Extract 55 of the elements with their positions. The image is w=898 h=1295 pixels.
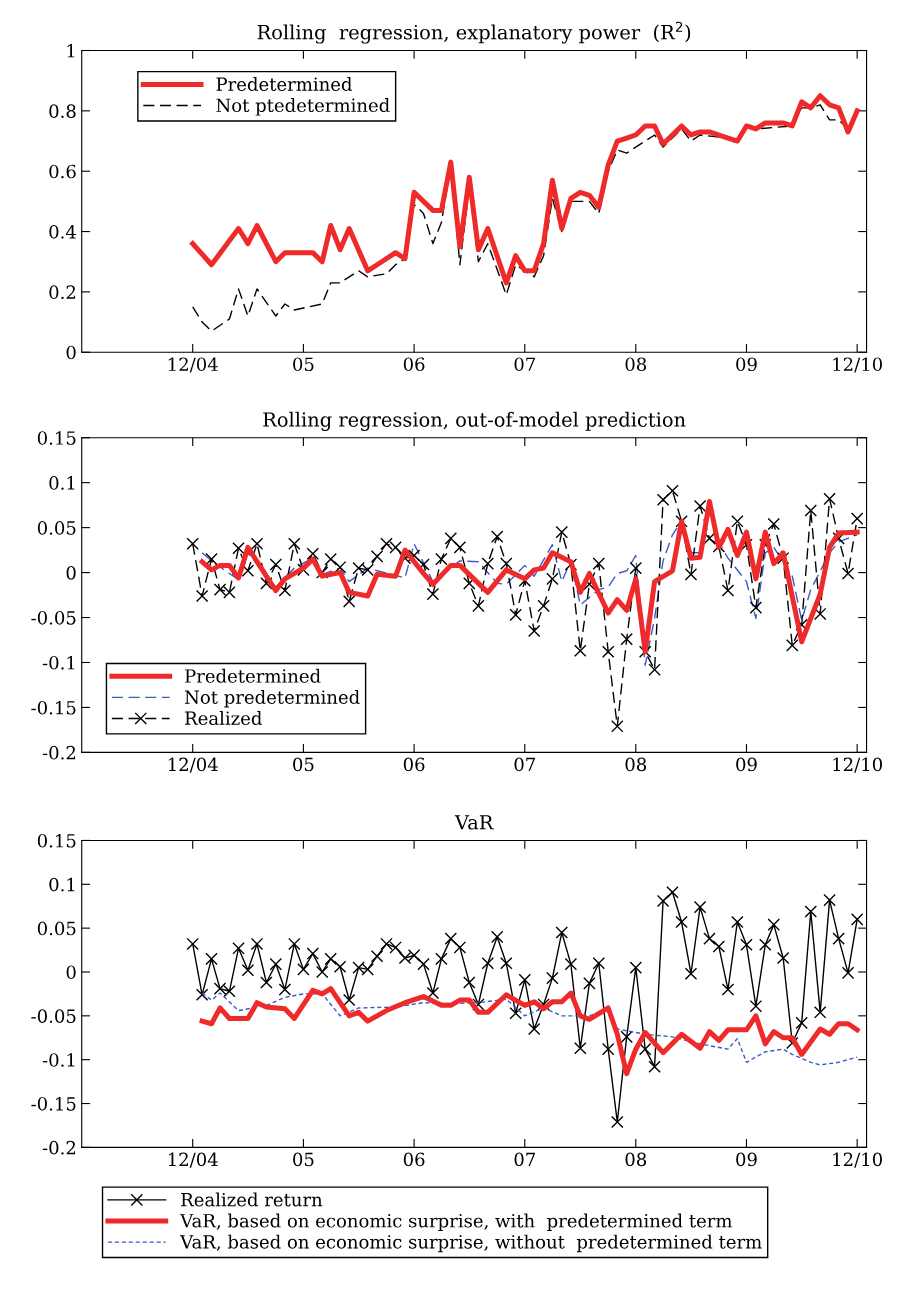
legend-label: Realized return: [181, 1192, 323, 1207]
x-tick-label: 08: [625, 757, 647, 772]
x-tick-label: 12/04: [168, 1152, 218, 1168]
x-tick-label: 12/10: [833, 357, 882, 373]
y-tick-label: -0.05: [31, 1009, 76, 1023]
y-tick-label: 1: [67, 43, 75, 58]
y-tick-label: 0.15: [37, 833, 76, 848]
y-tick-label: 0.6: [49, 164, 76, 179]
legend-label: Predetermined: [216, 77, 352, 91]
x-tick-label: 05: [293, 357, 314, 372]
x-tick-label: 05: [293, 1152, 314, 1167]
x-tick-label: 09: [736, 757, 757, 772]
y-tick-label: 0.1: [49, 877, 75, 892]
y-tick-label: -0.1: [42, 1053, 75, 1067]
y-tick-label: 0.05: [37, 521, 76, 535]
chart-title: Rolling regression, out-of-model prediction: [263, 411, 686, 431]
legend-label: Not ptedetermined: [216, 98, 390, 116]
legend-label: VaR, based on economic surprise, with predetermined term: [179, 1213, 733, 1232]
x-tick-label: 08: [625, 357, 647, 372]
y-tick-label: -0.2: [42, 745, 76, 760]
x-tick-label: 09: [736, 1152, 757, 1167]
chart-title: Rolling regression, explanatory power (R$^{2}$): [257, 21, 691, 44]
x-tick-label: 09: [736, 357, 757, 372]
x-tick-label: 07: [514, 1152, 535, 1167]
x-tick-label: 07: [514, 357, 535, 372]
y-tick-label: 0.1: [49, 476, 75, 490]
x-tick-label: 12/10: [833, 1152, 882, 1168]
x-tick-label: 12/04: [168, 757, 218, 773]
x-tick-label: 06: [403, 757, 425, 772]
y-tick-label: 0.8: [49, 104, 76, 118]
x-tick-label: 12/04: [168, 357, 218, 373]
legend-label: Not predetermined: [184, 689, 360, 708]
x-tick-label: 07: [514, 757, 535, 772]
x-tick-label: 06: [403, 1152, 425, 1167]
x-tick-label: 12/10: [833, 757, 882, 773]
y-tick-label: 0: [66, 345, 76, 360]
legend-label: Realized: [185, 711, 262, 726]
legend-label: VaR, based on economic surprise, without predetermined term: [179, 1234, 762, 1253]
y-tick-label: -0.15: [31, 700, 76, 715]
x-tick-label: 08: [625, 1152, 647, 1167]
legend-label: Predetermined: [185, 668, 321, 683]
line-series: [201, 992, 858, 1066]
y-tick-label: 0: [66, 566, 76, 580]
y-tick-label: 0: [66, 965, 76, 980]
chart-title: VaR: [454, 815, 494, 830]
y-tick-label: -0.05: [31, 610, 76, 625]
x-tick-label: 06: [403, 357, 425, 372]
y-tick-label: 0.4: [49, 225, 76, 239]
y-tick-label: 0.05: [37, 921, 76, 936]
y-tick-label: 0.2: [49, 285, 76, 300]
y-tick-label: 0.15: [37, 431, 76, 445]
y-tick-label: -0.2: [42, 1140, 76, 1155]
y-tick-label: -0.1: [42, 655, 75, 670]
y-tick-label: -0.15: [31, 1096, 76, 1111]
x-tick-label: 05: [293, 757, 314, 772]
